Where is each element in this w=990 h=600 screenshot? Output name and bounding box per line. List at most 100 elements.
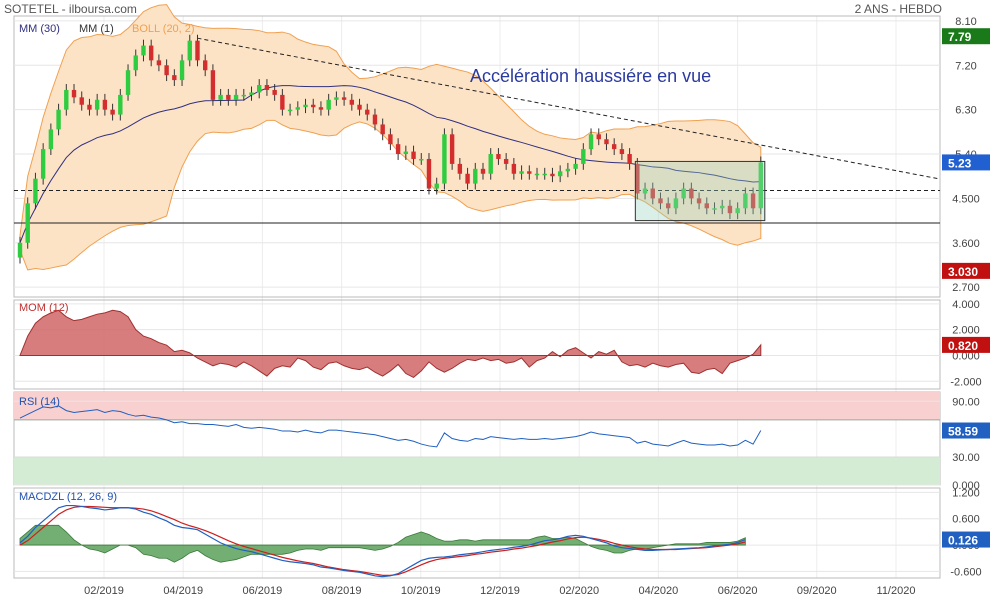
candle-body xyxy=(172,75,177,81)
candle-body xyxy=(311,104,316,108)
candle-body xyxy=(349,99,355,105)
legend-ma30: MM (30) xyxy=(19,23,60,35)
candle-body xyxy=(419,158,424,161)
y-tick-label: 7.20 xyxy=(955,60,976,72)
candle-body xyxy=(372,114,378,125)
candle-body xyxy=(241,94,246,97)
candle-body xyxy=(249,92,254,95)
candle-body xyxy=(56,109,61,130)
candle-body xyxy=(689,188,694,199)
legend-macd: MACDZL (12, 26, 9) xyxy=(19,491,117,503)
rsi-line xyxy=(19,405,762,448)
y-tick-label: 6.30 xyxy=(955,105,976,117)
candle-body xyxy=(40,149,46,179)
candle-body xyxy=(179,60,185,81)
legend-boll: BOLL (20, 2) xyxy=(132,23,195,35)
candle-body xyxy=(635,163,640,194)
candle-body xyxy=(71,89,77,98)
candle-body xyxy=(696,198,702,204)
candle-body xyxy=(488,154,493,174)
candle-body xyxy=(511,163,517,174)
rsi-badge-bg xyxy=(942,422,990,439)
candle-body xyxy=(542,173,547,176)
candle-body xyxy=(720,205,725,209)
candle-body xyxy=(257,85,262,93)
y-tick-label: 0.000 xyxy=(952,350,980,362)
candle-body xyxy=(326,99,331,110)
y-tick-label: 2.000 xyxy=(952,325,980,337)
chart-title: SOTETEL - ilboursa.com xyxy=(4,2,137,16)
rsi-badge: 58.59 xyxy=(948,425,978,439)
candle-body xyxy=(611,144,617,150)
candle-body xyxy=(380,124,385,135)
macd-signal-line xyxy=(19,505,746,576)
candle-body xyxy=(295,107,300,110)
candle-body xyxy=(118,94,123,115)
y-tick-label: 0.000 xyxy=(952,480,980,492)
macd-line xyxy=(19,504,746,578)
candle-body xyxy=(565,168,571,172)
candle-body xyxy=(25,203,30,243)
range-box xyxy=(634,160,766,222)
candle-body xyxy=(357,104,362,110)
candle-body xyxy=(673,198,679,209)
candle-body xyxy=(557,171,563,177)
candle-body xyxy=(125,70,131,95)
candle-body xyxy=(758,162,763,209)
candle-body xyxy=(102,99,108,110)
candle-body xyxy=(133,55,138,71)
candle-body xyxy=(94,99,100,110)
candle-body xyxy=(287,109,293,112)
candle-body xyxy=(210,70,216,100)
legend-rsi: RSI (14) xyxy=(19,396,60,408)
candle-body xyxy=(743,193,748,209)
candle-body xyxy=(264,85,270,90)
x-tick-label: 11/2020 xyxy=(877,585,916,597)
candle-body xyxy=(280,94,285,110)
period-label: 2 ANS - HEBDO xyxy=(854,2,942,16)
x-tick-label: 06/2020 xyxy=(718,585,758,597)
candle-body xyxy=(79,97,84,105)
pane-frame xyxy=(13,299,941,390)
candle-body xyxy=(527,171,532,174)
y-tick-label: 8.10 xyxy=(955,16,976,28)
price-badge-bg xyxy=(942,154,990,171)
candle-body xyxy=(272,89,277,95)
macd-badge-bg xyxy=(942,531,990,548)
candle-body xyxy=(712,208,717,210)
candle-body xyxy=(442,134,447,184)
candle-body xyxy=(203,60,208,71)
candle-body xyxy=(33,178,38,204)
y-tick-label: -0.600 xyxy=(950,566,981,578)
candle-body xyxy=(503,158,509,164)
candle-body xyxy=(465,173,470,184)
candle-body xyxy=(195,40,200,61)
y-tick-label: 0.600 xyxy=(952,514,980,526)
candle-body xyxy=(727,205,733,214)
pane-frame xyxy=(13,15,941,298)
candle-body xyxy=(141,45,146,56)
macd-badge: 0.126 xyxy=(948,534,978,548)
candle-body xyxy=(534,173,540,176)
candle-body xyxy=(365,109,370,115)
candle-body xyxy=(658,198,663,204)
candle-body xyxy=(735,208,740,214)
candle-body xyxy=(627,154,632,164)
candle-body xyxy=(604,139,609,145)
y-tick-label: 3.600 xyxy=(952,238,980,250)
candle-body xyxy=(64,89,69,110)
candle-body xyxy=(148,45,154,61)
y-tick-label: 2.700 xyxy=(952,282,980,294)
candle-body xyxy=(226,94,231,100)
candle-body xyxy=(426,158,432,189)
candle-body xyxy=(588,134,594,150)
x-tick-label: 09/2020 xyxy=(797,585,837,597)
candle-body xyxy=(480,168,486,174)
candle-body xyxy=(704,203,709,209)
x-tick-label: 02/2019 xyxy=(84,585,124,597)
candle-body xyxy=(48,129,54,150)
candle-body xyxy=(334,97,339,100)
candle-body xyxy=(434,183,439,189)
candle-body xyxy=(473,168,478,184)
